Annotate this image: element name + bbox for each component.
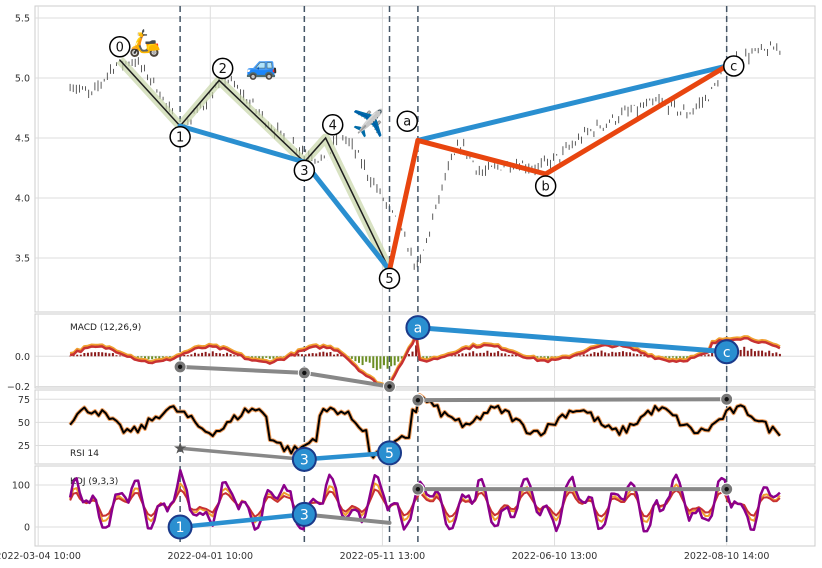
car-icon: 🚙 <box>246 51 278 81</box>
xtick-label: 2022-06-10 13:00 <box>512 551 598 562</box>
macd-ytick-label: 0.0 <box>15 352 30 363</box>
div-marker-3 <box>291 446 317 472</box>
div-marker-label: 5 <box>385 446 394 462</box>
kdj-ytick-label: 100 <box>12 480 30 491</box>
macd-signal-line <box>69 332 781 387</box>
wave-marker-label: 0 <box>116 40 124 55</box>
div-marker-a <box>405 315 431 341</box>
wave-marker-label: a <box>403 115 411 130</box>
rsi-divergence-blue <box>302 450 392 462</box>
wave-marker-label: 1 <box>176 130 184 145</box>
rsi-ytick-label: 50 <box>18 418 30 429</box>
rsi-title: RSI 14 <box>70 449 99 459</box>
rsi-divergence-gray-high-point-core <box>724 397 729 402</box>
trend-line-blue <box>301 159 393 273</box>
macd-divergence-gray-point-core <box>302 370 307 376</box>
wave-marker-0 <box>109 36 131 58</box>
trend-line-blue <box>415 63 730 143</box>
macd-divergence-blue <box>415 325 730 355</box>
price-panel-frame <box>34 5 816 313</box>
xtick-label: 2022-08-10 14:00 <box>684 551 770 562</box>
wave-marker-label: 5 <box>385 272 393 287</box>
xtick-label: 2022-03-04 10:00 <box>0 551 81 562</box>
div-marker-3 <box>291 501 317 527</box>
price-ytick-label: 5.0 <box>15 74 30 85</box>
xtick-label: 2022-05-11 13:00 <box>340 551 426 562</box>
rsi-ytick-label: 75 <box>18 395 30 406</box>
price-ytick-label: 4.5 <box>15 134 30 145</box>
rsi-divergence-gray-low <box>178 446 307 462</box>
wave-marker-label: 2 <box>219 62 227 77</box>
div-marker-5 <box>377 440 403 466</box>
kdj-divergence-gray-high-point-core <box>415 486 421 492</box>
rsi-ytick-label: 25 <box>18 441 30 452</box>
kdj-title: KDJ (9,3,3) <box>70 477 118 487</box>
price-ytick-label: 4.0 <box>15 194 30 205</box>
div-marker-c <box>714 339 740 365</box>
kdj-ytick-label: 0 <box>24 523 30 534</box>
wave-marker-1 <box>169 126 191 148</box>
macd-title: MACD (12,26,9) <box>70 323 141 333</box>
kdj-panel-frame <box>34 465 816 547</box>
macd-ytick-label: −0.2 <box>7 382 30 393</box>
macd-line <box>69 334 781 389</box>
airplane-icon: ✈️ <box>352 107 384 139</box>
div-marker-1 <box>167 514 193 540</box>
macd-divergence-gray-point-core <box>387 384 392 389</box>
wave-marker-5 <box>378 267 401 290</box>
wave-marker-a <box>396 110 419 132</box>
star-marker: ★ <box>173 438 187 457</box>
div-marker-label: 3 <box>300 452 309 468</box>
wave-marker-label: 3 <box>300 164 308 179</box>
wave-marker-b <box>534 175 557 197</box>
wave-marker-c <box>723 55 745 77</box>
wave-marker-label: b <box>542 180 550 195</box>
wave-marker-4 <box>321 114 344 136</box>
impulse-wave-line <box>119 59 391 271</box>
rsi-divergence-gray-high-point-core <box>415 397 421 403</box>
trend-line-blue <box>177 123 307 165</box>
div-marker-label: 1 <box>176 520 185 536</box>
wave-marker-2 <box>211 57 234 80</box>
kdj-divergence-gray <box>302 512 392 525</box>
macd-divergence-gray-point-core <box>177 364 183 370</box>
div-marker-label: a <box>414 321 423 337</box>
price-ytick-label: 5.5 <box>15 14 30 25</box>
wave-marker-3 <box>293 159 316 182</box>
xtick-label: 2022-04-01 10:00 <box>167 551 253 562</box>
corrective-wave-line <box>387 63 730 273</box>
div-marker-label: c <box>723 345 731 361</box>
price-ytick-label: 3.5 <box>15 254 30 265</box>
wave-marker-label: c <box>730 60 737 75</box>
wave-marker-label: 4 <box>329 118 337 133</box>
scooter-icon: 🛵 <box>128 29 160 59</box>
kdj-divergence-gray-high-point-core <box>724 486 729 492</box>
kdj-divergence-blue <box>177 512 307 530</box>
div-marker-label: 3 <box>300 507 309 523</box>
rsi-divergence-gray-high <box>415 397 729 403</box>
